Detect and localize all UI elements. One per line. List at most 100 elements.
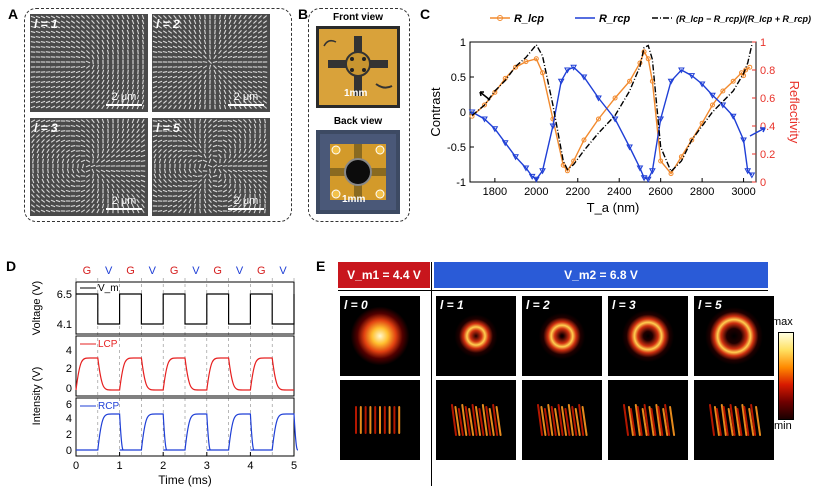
phase-label: G	[83, 265, 92, 277]
phase-label: V	[236, 265, 244, 277]
y-tick-label: 0	[460, 107, 466, 119]
data-point	[709, 102, 715, 108]
data-point	[636, 165, 644, 172]
data-point	[612, 95, 618, 101]
interference-pattern-4	[694, 380, 774, 460]
data-point	[678, 154, 684, 160]
vm2-header: V_m2 = 6.8 V	[434, 262, 768, 288]
scale-bar-label: 2 μm	[233, 195, 259, 207]
lcp-legend-label: LCP	[98, 339, 118, 350]
data-point	[649, 168, 656, 175]
data-point	[698, 81, 706, 88]
scale-bar: 2 μm	[228, 91, 264, 106]
legend-label-lcp: R_lcp	[514, 13, 544, 25]
interference-pattern-0	[340, 380, 420, 460]
beam-order-label: l = 5	[698, 298, 722, 312]
x-tick-label: 3	[204, 460, 210, 472]
phase-label: V	[279, 265, 287, 277]
arrow-reflectivity	[749, 127, 766, 137]
vm2-label: V_m2 = 6.8 V	[564, 268, 638, 282]
fringe-drawing	[451, 404, 502, 436]
scale-bar-line	[106, 104, 142, 106]
rcp-tick-label: 6	[66, 399, 72, 411]
sem-order-label: l = 2	[156, 17, 180, 31]
data-point	[595, 95, 602, 102]
scale-bar-label: 2 μm	[111, 195, 137, 207]
back-view-title: Back view	[333, 116, 383, 127]
y2-tick-label: 0.2	[760, 149, 775, 161]
voltage-axis-label: Voltage (V)	[31, 281, 43, 335]
x-tick-label: 2	[160, 460, 166, 472]
data-point	[557, 78, 565, 85]
phase-label: G	[170, 265, 179, 277]
fringe-drawing	[709, 404, 762, 436]
data-point	[581, 137, 587, 143]
data-point	[522, 165, 530, 172]
sem-order-label: l = 3	[34, 121, 58, 135]
beam-order-label: l = 0	[344, 298, 368, 312]
beam-profile-2: l = 2	[522, 296, 602, 376]
data-point	[740, 137, 747, 144]
beam-profile-1: l = 1	[436, 296, 516, 376]
colorbar-max-label: max	[772, 316, 793, 328]
phase-label: G	[257, 265, 266, 277]
plot-frame	[469, 41, 757, 183]
front-scale-label: 1mm	[344, 88, 368, 99]
scale-bar-label: 2 μm	[111, 91, 137, 103]
data-point	[549, 123, 557, 130]
subplot-frame-2	[75, 335, 295, 397]
lcp-tick-label: 2	[66, 363, 72, 375]
intensity-axis-label: Intensity (V)	[31, 367, 43, 426]
legend-label-contrast: (R_lcp − R_rcp)/(R_lcp + R_rcp)	[676, 14, 811, 24]
data-point	[729, 113, 737, 120]
y2-tick-label: 0.6	[760, 93, 775, 105]
data-point	[611, 116, 619, 123]
scale-bar-line	[228, 208, 264, 210]
data-point	[513, 64, 519, 70]
sem-image-2: l = 2 2 μm	[152, 14, 270, 112]
arrow-contrast	[479, 91, 491, 101]
scale-bar: 2 μm	[106, 91, 142, 106]
phase-label: V	[105, 265, 113, 277]
x-tick-label: 2600	[648, 186, 672, 198]
y2-tick-label: 1	[760, 37, 766, 49]
data-point	[627, 78, 633, 84]
y2-axis-label: Reflectivity	[787, 81, 802, 144]
y2-tick-label: 0	[760, 177, 766, 189]
panel-b-frame	[308, 8, 410, 222]
legend-label-rcp: R_rcp	[599, 13, 630, 25]
phase-label: V	[192, 265, 200, 277]
data-point	[482, 102, 488, 108]
data-point	[744, 168, 752, 175]
data-point	[540, 70, 546, 76]
voltage-trace	[76, 293, 295, 325]
time-response-chart: G V G V G V G V G V 6.5 4.1 V_m Voltage (V) 4 2 0 LCP 6 4 2 0…	[31, 265, 299, 487]
x-axis-label: Time (ms)	[158, 473, 212, 487]
lcp-tick-label: 4	[66, 345, 72, 357]
phase-label: G	[213, 265, 222, 277]
y-tick-label: 0.5	[451, 72, 466, 84]
data-point	[468, 109, 476, 116]
x-axis-label: T_a (nm)	[587, 200, 640, 215]
data-point	[668, 171, 674, 177]
y2-tick-label: 0.8	[760, 65, 775, 77]
series-line-3	[471, 43, 753, 173]
x-tick-label: 2000	[524, 186, 548, 198]
x-tick-label: 4	[247, 460, 253, 472]
scale-bar-label: 2 μm	[233, 91, 259, 103]
panel-d-label: D	[6, 258, 17, 274]
y-axis-label: Contrast	[428, 87, 443, 137]
fringe-drawing	[355, 406, 401, 434]
beam-order-label: l = 3	[612, 298, 636, 312]
fringe-drawing	[623, 404, 676, 436]
subplot-frame-3	[75, 397, 295, 457]
data-point	[564, 67, 571, 74]
colorbar-min-label: min	[774, 420, 792, 432]
data-point	[645, 56, 651, 62]
lcp-trace	[75, 357, 294, 391]
data-point	[580, 74, 588, 81]
data-point	[720, 88, 726, 94]
data-point	[491, 126, 499, 133]
fringe-drawing	[537, 404, 588, 436]
sem-pattern	[152, 14, 268, 110]
